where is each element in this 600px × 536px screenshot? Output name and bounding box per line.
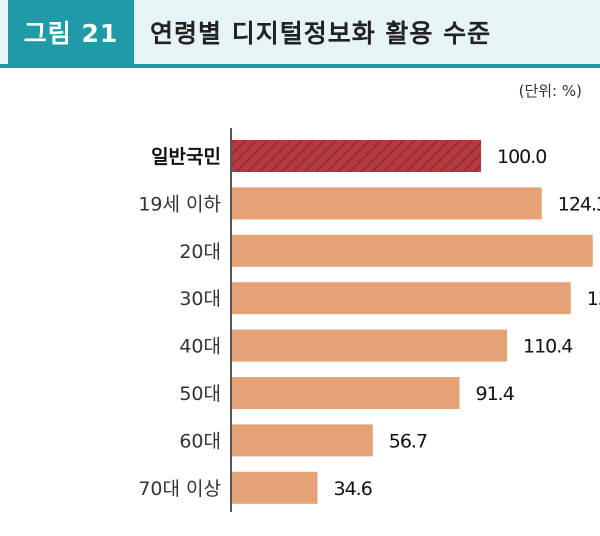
value-label: 34.6 [334, 478, 372, 500]
category-label: 40대 [179, 336, 221, 358]
bar-6 [231, 377, 460, 409]
value-label: 91.4 [476, 383, 515, 405]
value-label: 100.0 [497, 146, 546, 168]
value-label: 135.9 [587, 288, 600, 310]
bar-4 [231, 282, 571, 315]
bar-3 [231, 234, 593, 267]
bar-8 [231, 471, 318, 504]
category-label: 60대 [179, 430, 221, 452]
category-label: 20대 [179, 241, 221, 263]
chart-title: 연령별 디지털정보화 활용 수준 [150, 19, 492, 48]
value-label: 56.7 [389, 430, 427, 452]
category-label: 19세 이하 [138, 193, 221, 215]
bar-5 [231, 329, 507, 362]
bar-1 [231, 140, 481, 172]
category-label: 70대 이상 [138, 478, 221, 500]
category-label: 50대 [179, 383, 221, 405]
value-label: 110.4 [523, 336, 573, 358]
category-label: 30대 [179, 288, 221, 310]
category-label: 일반국민 [151, 146, 221, 168]
value-label: 124.3 [558, 193, 600, 215]
unit-label: (단위: %) [518, 82, 582, 100]
bar-2 [231, 187, 542, 220]
bar-7 [231, 424, 373, 457]
header-divider [0, 64, 600, 68]
figure-number-badge: 그림 21 [8, 0, 134, 64]
